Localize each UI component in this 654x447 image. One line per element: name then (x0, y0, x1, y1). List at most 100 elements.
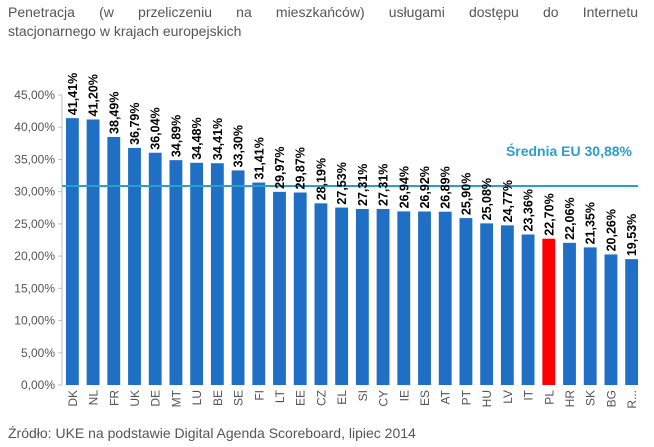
bar-hu (480, 223, 494, 385)
x-tick-label: IT (522, 389, 536, 400)
x-tick-label: FI (252, 390, 266, 401)
x-tick-label: EE (294, 390, 308, 406)
value-label: 29,87% (294, 147, 308, 189)
bar-de (148, 152, 162, 385)
bar-ee (293, 192, 307, 385)
chart-title-line2: stacjonarnego w krajach europejskich (8, 23, 242, 39)
bar-lt (273, 191, 286, 385)
bar-sk (583, 247, 597, 385)
bar-cy (376, 209, 390, 385)
x-tick-label: SE (232, 390, 246, 406)
value-label: 38,49% (107, 92, 121, 134)
value-label: 22,06% (563, 197, 577, 239)
x-tick-label: BG (604, 390, 618, 407)
y-axis: 0,00% 5,00% 10,00% 15,00% 20,00% 25,00% 30,00%… (14, 88, 63, 392)
x-tick-label: IE (397, 390, 411, 401)
x-tick-label: NL (87, 390, 101, 406)
value-label: 36,79% (128, 103, 142, 145)
bar-es (418, 211, 431, 385)
value-label: 36,04% (149, 107, 163, 149)
bar-be (210, 163, 224, 385)
value-label: 34,48% (190, 117, 204, 159)
x-tick-label: PL (542, 390, 556, 405)
bar-ie (397, 211, 411, 385)
bar-it (521, 234, 535, 385)
x-axis-labels: DK NL FR UK DE MT LU BE SE FI LT EE CZ EL SI CY IE ES AT PT… (66, 389, 639, 408)
y-tick-label: 25,00% (14, 217, 55, 231)
value-label: 41,20% (87, 74, 101, 116)
bar-cz (314, 203, 328, 385)
bars (65, 118, 639, 385)
chart-title-line1: Penetracja (w przeliczeniu na mieszkańcó… (8, 4, 638, 20)
x-tick-label: SI (356, 390, 370, 401)
bar-r (625, 259, 639, 385)
source-note: Źródło: UKE na podstawie Digital Agenda … (8, 425, 416, 441)
average-label: Średnia EU 30,88% (506, 142, 633, 159)
bar-mt (169, 160, 183, 385)
value-label: 24,77% (501, 180, 515, 222)
bar-pl (542, 238, 556, 385)
value-label: 23,36% (522, 189, 536, 231)
bar-at (438, 211, 452, 385)
bar-uk (128, 147, 141, 385)
x-tick-label: CY (377, 390, 391, 407)
x-tick-label: HR (563, 390, 577, 408)
value-label: 27,31% (377, 164, 391, 206)
bar-fi (252, 182, 266, 385)
x-tick-label: CZ (314, 390, 328, 406)
chart-title: Penetracja (w przeliczeniu na mieszkańcó… (8, 3, 638, 41)
value-label: 34,41% (211, 118, 225, 160)
bar-pt (459, 218, 473, 385)
value-label: 19,53% (625, 214, 639, 256)
bar-si (355, 209, 369, 385)
bar-fr (107, 136, 121, 385)
value-label: 28,19% (314, 158, 328, 200)
value-label: 21,35% (584, 202, 598, 244)
y-tick-label: 0,00% (21, 378, 55, 392)
value-label: 20,26% (604, 209, 618, 251)
value-label: 27,31% (356, 164, 370, 206)
x-tick-label: LT (273, 389, 287, 403)
value-label: 31,41% (252, 137, 266, 179)
x-tick-label: DE (149, 390, 163, 407)
x-tick-label: EL (335, 390, 349, 405)
x-tick-label: MT (169, 389, 183, 407)
bar-lv (500, 225, 514, 385)
bar-hr (563, 242, 576, 385)
x-tick-label: R... (625, 390, 639, 409)
x-tick-label: LV (501, 390, 515, 404)
value-label: 29,97% (273, 146, 287, 188)
bar-el (335, 207, 349, 385)
x-tick-label: DK (66, 390, 80, 407)
bar-se (231, 170, 245, 385)
x-tick-label: AT (439, 389, 453, 404)
value-label: 25,08% (480, 178, 494, 220)
x-tick-label: BE (211, 390, 225, 406)
y-tick-label: 10,00% (14, 314, 55, 328)
y-tick-label: 40,00% (14, 120, 55, 134)
bar-dk (65, 118, 79, 385)
y-tick-label: 30,00% (14, 185, 55, 199)
y-tick-label: 15,00% (14, 281, 55, 295)
value-label: 34,89% (169, 115, 183, 157)
bar-lu (190, 162, 204, 385)
y-tick-label: 35,00% (14, 152, 55, 166)
value-label: 26,89% (439, 166, 453, 208)
value-label: 27,53% (335, 162, 349, 204)
x-tick-label: LU (190, 390, 204, 405)
average-line-group: Średnia EU 30,88% (62, 142, 638, 187)
x-tick-label: UK (128, 390, 142, 407)
value-label: 22,70% (542, 193, 556, 235)
y-tick-label: 5,00% (21, 346, 55, 360)
value-label: 26,92% (418, 166, 432, 208)
y-tick-label: 20,00% (14, 249, 55, 263)
x-tick-label: PT (459, 389, 473, 405)
value-labels: 41,41% 41,20% 38,49% 36,79% 36,04% 34,89% 34,4… (66, 73, 639, 256)
value-label: 41,41% (66, 73, 80, 115)
bar-bg (604, 254, 618, 385)
bar-chart: 0,00% 5,00% 10,00% 15,00% 20,00% 25,00% 30,00%… (14, 73, 639, 409)
x-tick-label: FR (107, 390, 121, 406)
value-label: 25,90% (459, 173, 473, 215)
x-tick-label: SK (584, 390, 598, 406)
y-tick-label: 45,00% (14, 88, 55, 102)
